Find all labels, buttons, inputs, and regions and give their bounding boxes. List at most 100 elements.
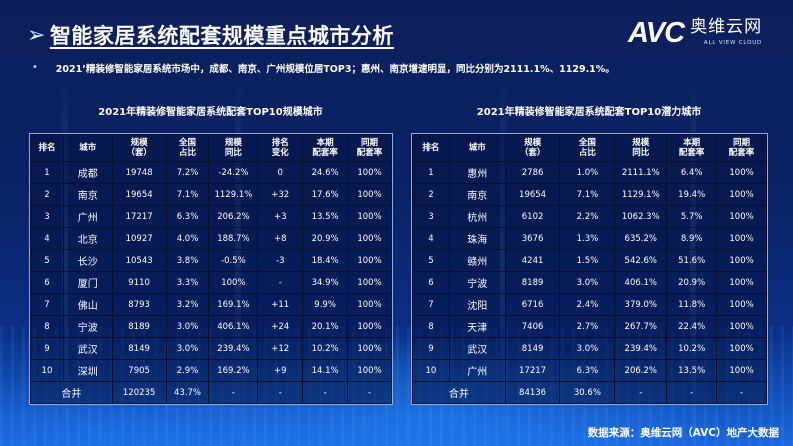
total-cell: 43.7% [165,381,210,404]
city-cell: 杭州 [448,205,506,228]
total-cell: - [208,381,259,404]
city-cell: 宁波 [448,271,506,294]
column-header: 同期 配套率 [716,134,767,162]
table-cell: 10 [30,359,64,382]
city-cell: 沈阳 [448,293,506,316]
table-cell: 100% [347,183,392,206]
table-cell: 13.5% [302,205,349,228]
total-cell: 30.6% [559,381,616,404]
table-cell: 20.1% [302,315,349,338]
summary-text: 2021’精装修智能家居系统市场中，成都、南京、广州规模位居TOP3；惠州、南京… [55,64,615,75]
table-cell: 100% [716,161,767,184]
logo-name-en: ALL VIEW CLOUD [703,40,763,46]
table-cell: 3.0% [165,337,210,360]
total-cell: 84136 [504,381,561,404]
logo-mark: AVC [628,17,685,49]
city-cell: 武汉 [62,337,113,360]
total-row: 合并 120235 43.7% - - - - [30,381,392,404]
table-cell: 8189 [111,315,167,338]
table-cell: 6 [30,271,64,294]
table-cell: +8 [257,227,304,250]
table-cell: 8189 [504,271,561,294]
table-cell: 100% [716,227,767,250]
city-cell: 北京 [62,227,113,250]
table-cell: 3.3% [165,271,210,294]
table-cell: 2 [412,183,450,206]
column-header-line: 同比 [224,148,242,158]
city-cell: 长沙 [62,249,113,272]
column-header-line: 同比 [632,148,650,158]
table-cell: 1129.1% [614,183,668,206]
table-cell: 14.1% [302,359,349,382]
table-cell: 100% [347,359,392,382]
city-cell: 武汉 [448,337,506,360]
column-header-line: 占比 [178,148,196,158]
table-cell: 206.2% [614,359,668,382]
page-title-text: 智能家居系统配套规模重点城市分析 [49,24,394,48]
table-header-row: 排名 城市 规模 （套） 全国 占比 规模 同比 排名 变化 本期 配套率 同期 配套率 [30,134,392,162]
table-cell: 6.3% [559,359,616,382]
table-cell: 19654 [504,183,561,206]
city-cell: 广州 [448,359,506,382]
column-header: 规模 同比 [614,134,668,162]
table-cell: 3.0% [559,337,616,360]
table-cell: 6102 [504,205,561,228]
table-cell: 8149 [111,337,167,360]
table-cell: 5 [412,249,450,272]
column-header-line: 城市 [468,143,486,153]
total-label: 合并 [412,381,506,404]
total-cell: 120235 [111,381,167,404]
table-cell: 3.0% [165,315,210,338]
column-header-line: 同期 [733,138,751,148]
top10-scale-table: 排名 城市 规模 （套） 全国 占比 规模 同比 排名 变化 本期 配套率 同期 配套率 1 成都 19748… [30,134,392,404]
column-header: 同期 配套率 [347,134,392,162]
table-cell: 10927 [111,227,167,250]
table-cell: -3 [257,249,304,272]
column-header: 城市 [62,134,113,162]
table-cell: 3676 [504,227,561,250]
table-cell: 6.4% [666,161,718,184]
table-cell: 100% [347,315,392,338]
column-header: 规模 同比 [208,134,259,162]
table-cell: 3 [412,205,450,228]
table-cell: 7406 [504,315,561,338]
table-cell: 9 [30,337,64,360]
table-cell: 169.2% [208,359,259,382]
table-cell: +9 [257,359,304,382]
table-cell: +32 [257,183,304,206]
table-cell: 20.9% [302,227,349,250]
total-cell: - [666,381,718,404]
table-cell: 17217 [504,359,561,382]
column-header-line: 占比 [578,148,596,158]
table-cell: 1129.1% [208,183,259,206]
table-cell: 19654 [111,183,167,206]
table-cell: 100% [347,249,392,272]
total-cell: - [347,381,392,404]
table-cell: 100% [347,293,392,316]
table-cell: 3.8% [165,249,210,272]
table-row: 8 宁波 8189 3.0% 406.1% +24 20.1% 100% [30,315,392,338]
table-cell: 239.4% [208,337,259,360]
table-cell: 100% [716,315,767,338]
table-row: 2 南京 19654 7.1% 1129.1% 19.4% 100% [412,183,767,206]
summary-line: • 2021’精装修智能家居系统市场中，成都、南京、广州规模位居TOP3；惠州、… [32,61,615,75]
data-source-note: 数据来源：奥维云网（AVC）地产大数据 [587,427,779,439]
table-cell: 2.2% [559,205,616,228]
table-cell: 17217 [111,205,167,228]
table-cell: 100% [347,227,392,250]
table-cell: 635.2% [614,227,668,250]
city-cell: 珠海 [448,227,506,250]
table-cell: 100% [347,205,392,228]
table-cell: 7.2% [165,161,210,184]
table-cell: 100% [347,161,392,184]
column-header-line: 规模 [224,138,242,148]
table-cell: 6716 [504,293,561,316]
total-label: 合并 [30,381,113,404]
table-cell: 6.3% [165,205,210,228]
table-cell: 20.9% [666,271,718,294]
table-cell: 34.9% [302,271,349,294]
table-cell: 4 [30,227,64,250]
table-cell: 100% [347,337,392,360]
table-row: 9 武汉 8149 3.0% 239.4% 10.2% 100% [412,337,767,360]
city-cell: 广州 [62,205,113,228]
